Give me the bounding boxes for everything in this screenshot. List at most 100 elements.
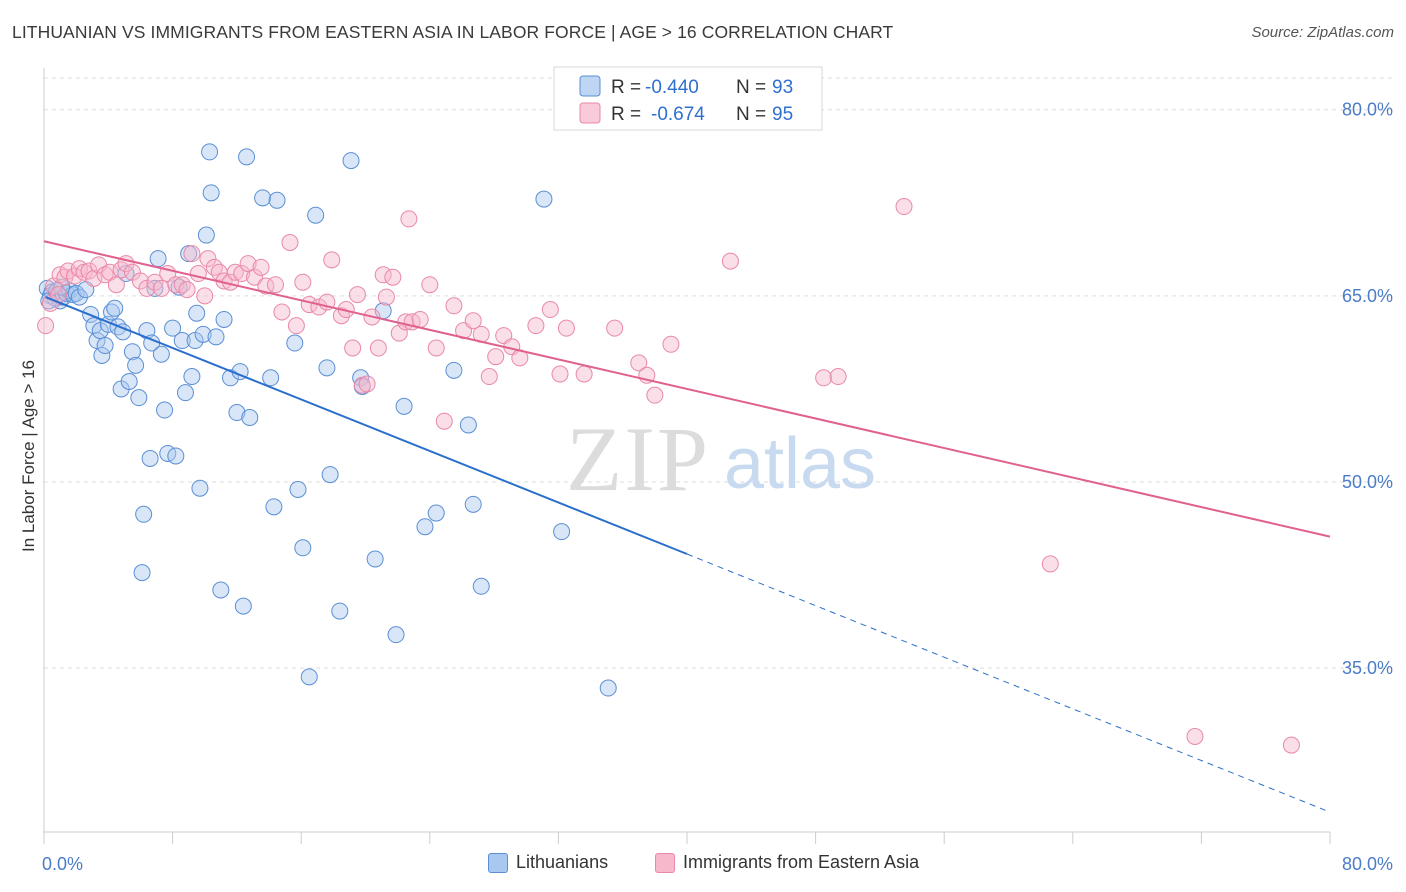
- eastern-asia-point-70: [464, 312, 482, 330]
- legend-n-label: N =: [736, 77, 766, 98]
- lithuanians-point-50: [194, 325, 212, 343]
- lithuanians-point-28: [127, 356, 145, 374]
- eastern-asia-point-58: [374, 266, 392, 284]
- eastern-asia-points: [37, 198, 1300, 754]
- eastern-asia-point-42: [273, 303, 291, 321]
- lithuanians-point-58: [228, 404, 246, 422]
- lithuanians-point-82: [416, 518, 434, 536]
- eastern-asia-point-85: [646, 386, 664, 404]
- lithuanians-point-61: [238, 148, 256, 166]
- lithuanians-point-78: [366, 550, 384, 568]
- lithuanians-trend-line: [45, 296, 688, 555]
- eastern-asia-trend-line: [43, 240, 1331, 538]
- eastern-asia-point-57: [369, 339, 387, 357]
- lithuanians-point-21: [106, 299, 124, 317]
- eastern-asia-point-45: [294, 273, 312, 291]
- lithuanians-point-66: [268, 191, 286, 209]
- lithuanians-point-26: [120, 373, 138, 391]
- eastern-asia-point-22: [152, 279, 170, 297]
- lithuanians-point-30: [135, 505, 153, 523]
- eastern-asia-point-92: [1186, 727, 1204, 745]
- eastern-asia-point-90: [895, 198, 913, 216]
- eastern-asia-point-11: [85, 269, 103, 287]
- lithuanians-point-65: [265, 498, 283, 516]
- bottom-legend: Lithuanians Immigrants from Eastern Asia: [0, 852, 1406, 878]
- lithuanians-point-49: [191, 479, 209, 497]
- lithuanians-point-53: [202, 184, 220, 202]
- lithuanians-trend-extension: [686, 553, 1331, 813]
- eastern-asia-point-66: [427, 339, 445, 357]
- eastern-asia-point-21: [146, 273, 164, 291]
- eastern-asia-point-94: [400, 210, 418, 228]
- eastern-asia-point-35: [226, 263, 244, 281]
- lithuanians-point-85: [459, 416, 477, 434]
- x-tick-label-1: 80.0%: [1342, 854, 1393, 874]
- correlation-legend: R = -0.440 N = 93 R = -0.674 N = 95: [553, 66, 823, 131]
- lithuanians-point-29: [130, 389, 148, 407]
- eastern-asia-point-27: [183, 245, 201, 263]
- lithuanians-point-54: [207, 328, 225, 346]
- eastern-asia-point-41: [266, 276, 284, 294]
- lithuanians-point-41: [167, 447, 185, 465]
- lithuanians-point-62: [241, 408, 259, 426]
- lithuanians-point-86: [464, 495, 482, 513]
- eastern-asia-point-72: [480, 368, 498, 386]
- lithuanians-point-51: [197, 226, 215, 244]
- eastern-asia-point-31: [205, 258, 223, 276]
- eastern-asia-point-24: [167, 276, 185, 294]
- bottom-legend-lithuanians: Lithuanians: [488, 852, 608, 873]
- y-tick-label-0: 80.0%: [1342, 100, 1393, 120]
- y-tick-label-3: 35.0%: [1342, 658, 1393, 678]
- x-tick-label-0: 0.0%: [42, 854, 83, 874]
- tick-labels: 80.0% 65.0% 50.0% 35.0% 0.0% 80.0%: [42, 100, 1393, 874]
- bottom-legend-label-eastern-asia: Immigrants from Eastern Asia: [683, 852, 920, 872]
- eastern-asia-point-0: [37, 317, 55, 335]
- lithuanians-point-56: [215, 310, 233, 328]
- chart-title: LITHUANIAN VS IMMIGRANTS FROM EASTERN AS…: [12, 22, 894, 42]
- lithuanians-point-33: [141, 449, 159, 467]
- lithuanians-point-36: [149, 250, 167, 268]
- eastern-asia-point-53: [348, 286, 366, 304]
- eastern-asia-point-13: [96, 266, 114, 284]
- lithuanians-point-70: [300, 668, 318, 686]
- legend-swatch-lithuanians: [579, 75, 601, 97]
- eastern-asia-point-83: [630, 354, 648, 372]
- eastern-asia-point-73: [487, 348, 505, 366]
- lithuanians-point-81: [395, 397, 413, 415]
- eastern-asia-point-87: [721, 252, 739, 270]
- bottom-legend-eastern-asia: Immigrants from Eastern Asia: [655, 852, 919, 873]
- eastern-asia-point-4: [51, 266, 69, 284]
- eastern-asia-point-38: [246, 268, 264, 286]
- eastern-asia-point-93: [1282, 736, 1300, 754]
- eastern-asia-point-55: [358, 375, 376, 393]
- y-axis-label: In Labor Force | Age > 16: [19, 360, 38, 552]
- source-credit: Source: ZipAtlas.com: [1251, 24, 1394, 41]
- eastern-asia-point-29: [196, 287, 214, 305]
- lithuanians-point-37: [152, 345, 170, 363]
- lithuanians-point-71: [307, 206, 325, 224]
- y-tick-label-1: 65.0%: [1342, 286, 1393, 306]
- lithuanians-point-31: [133, 564, 151, 582]
- eastern-asia-point-52: [344, 339, 362, 357]
- lithuanians-point-55: [212, 581, 230, 599]
- eastern-asia-point-60: [384, 268, 402, 286]
- lithuanians-point-64: [262, 369, 280, 387]
- watermark: ZIP atlas: [566, 408, 876, 510]
- eastern-asia-point-28: [189, 265, 207, 283]
- lithuanians-point-88: [535, 190, 553, 208]
- eastern-asia-point-77: [527, 317, 545, 335]
- lithuanians-point-84: [445, 361, 463, 379]
- lithuanians-point-73: [321, 466, 339, 484]
- lithuanians-point-46: [183, 368, 201, 386]
- eastern-asia-point-49: [323, 251, 341, 269]
- eastern-asia-point-39: [252, 258, 270, 276]
- eastern-asia-point-80: [557, 319, 575, 337]
- eastern-asia-point-59: [377, 288, 395, 306]
- lithuanians-point-90: [599, 679, 617, 697]
- lithuanians-point-68: [286, 334, 304, 352]
- eastern-asia-point-67: [435, 412, 453, 430]
- legend-r-value-eastern-asia: -0.674: [651, 104, 705, 125]
- bottom-legend-swatch-lithuanians: [488, 852, 508, 873]
- lithuanians-point-83: [427, 504, 445, 522]
